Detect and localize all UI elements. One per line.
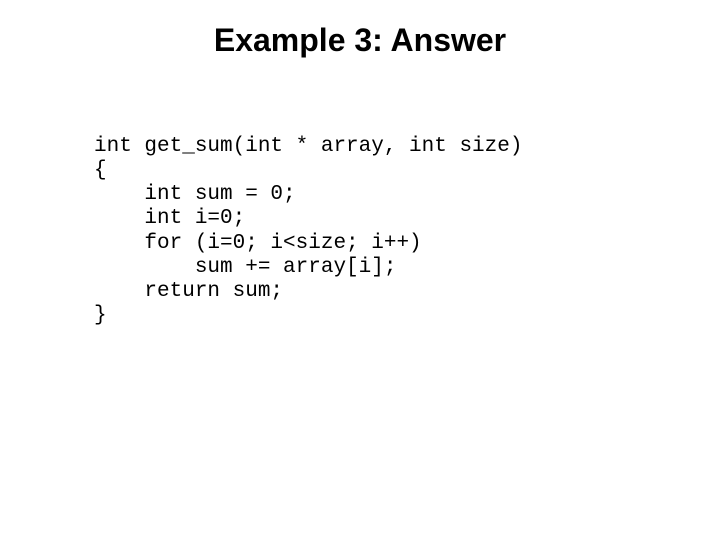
code-block: int get_sum(int * array, int size) { int…: [94, 135, 522, 328]
slide: Example 3: Answer int get_sum(int * arra…: [0, 0, 720, 540]
slide-title: Example 3: Answer: [0, 22, 720, 59]
